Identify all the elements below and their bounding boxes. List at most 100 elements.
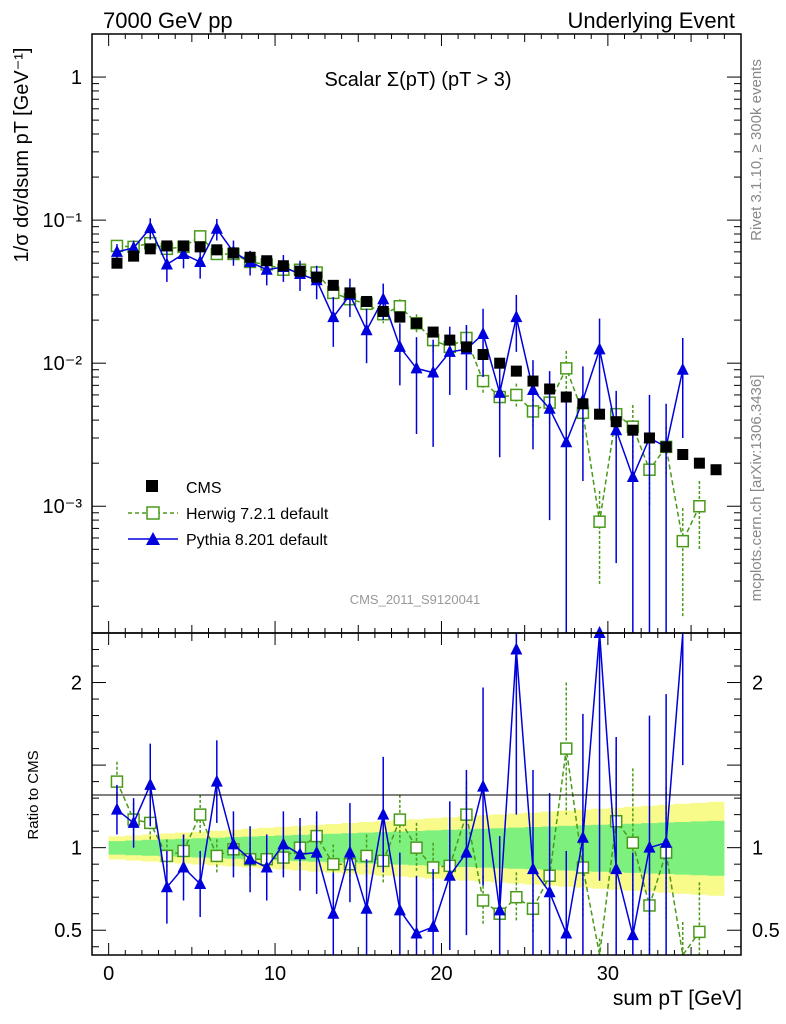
pythia-point xyxy=(443,344,456,357)
y-tick-label-main: 10⁻² xyxy=(43,353,83,375)
cms-point xyxy=(643,432,655,444)
y-tick-label-main: 10⁻¹ xyxy=(43,210,83,232)
herwig-ratio-point xyxy=(410,841,423,854)
data-series xyxy=(110,218,722,957)
pythia-point xyxy=(676,362,689,375)
cms-point xyxy=(627,424,639,436)
herwig-ratio-line xyxy=(116,748,701,957)
pythia-point xyxy=(160,257,173,270)
y-tick-label-ratio: 2 xyxy=(71,673,82,695)
ratio-panel-frame xyxy=(91,632,742,956)
pythia-point xyxy=(260,262,273,275)
pythia-ratio-point xyxy=(244,852,257,865)
cms-point xyxy=(277,260,289,272)
herwig-point xyxy=(476,374,490,388)
cms-point xyxy=(660,441,672,453)
cms-point xyxy=(411,317,422,329)
pythia-ratio-point xyxy=(377,807,390,820)
pythia-point xyxy=(360,323,373,336)
cms-point xyxy=(377,305,389,317)
herwig-ratio-point xyxy=(210,849,224,863)
cms-point xyxy=(111,257,123,269)
herwig-ratio-point xyxy=(693,925,706,939)
pythia-ratio-point xyxy=(510,642,523,655)
herwig-ratio-point xyxy=(327,857,340,871)
herwig-ratio-point xyxy=(626,836,640,849)
herwig-point xyxy=(393,300,407,313)
cms-point xyxy=(444,334,456,346)
y-tick-label-ratio-right: 0.5 xyxy=(752,920,780,942)
x-tick-label: 10 xyxy=(264,963,286,985)
pythia-point xyxy=(477,326,490,339)
cms-point xyxy=(460,341,472,353)
pythia-ratio-point xyxy=(593,626,606,638)
y-tick-label-main: 10⁻³ xyxy=(43,496,83,518)
herwig-ratio-point xyxy=(193,808,207,821)
cms-point xyxy=(227,247,239,259)
cms-point xyxy=(294,265,306,277)
pythia-ratio-point xyxy=(194,876,207,889)
cms-point xyxy=(594,408,606,420)
pythia-point xyxy=(543,401,556,414)
pythia-ratio-point xyxy=(493,903,506,916)
rivet-version-label: Rivet 3.1.10, ≥ 300k events xyxy=(748,59,765,241)
herwig-point xyxy=(593,515,606,528)
pythia-ratio-point xyxy=(227,837,240,850)
pythia-point xyxy=(144,221,157,234)
cms-point xyxy=(477,348,489,360)
pythia-point xyxy=(393,339,406,352)
herwig-ratio-point xyxy=(476,894,490,907)
pythia-ratio-point xyxy=(127,815,140,828)
herwig-ratio-point xyxy=(510,890,523,904)
pythia-ratio-point xyxy=(626,928,639,941)
pythia-ratio-point xyxy=(410,926,423,939)
cms-point xyxy=(427,326,439,338)
herwig-ratio-point xyxy=(560,742,573,755)
y-axis-label-main: 1/σ dσ/dsum pT [GeV⁻¹] xyxy=(11,48,33,263)
y-axis-label-ratio: Ratio to CMS xyxy=(25,750,42,839)
herwig-point xyxy=(693,499,706,513)
pythia-ratio-point xyxy=(643,840,656,853)
mcplots-source-label: mcplots.cern.ch [arXiv:1306.3436] xyxy=(748,375,765,602)
pythia-ratio-point xyxy=(327,906,340,919)
herwig-ratio-point xyxy=(393,813,407,826)
pythia-ratio-point xyxy=(427,919,440,932)
cms-point xyxy=(344,287,356,299)
legend-marker-herwig xyxy=(146,506,160,520)
cms-point xyxy=(693,457,705,469)
pythia-point xyxy=(210,221,223,234)
pythia-point xyxy=(593,342,606,355)
pythia-ratio-point xyxy=(526,862,539,875)
cms-point xyxy=(211,244,223,256)
pythia-ratio-point xyxy=(543,885,556,898)
pythia-point xyxy=(510,310,523,323)
pythia-ratio-point xyxy=(160,880,173,893)
process-label: Underlying Event xyxy=(567,8,735,33)
cms-point xyxy=(178,240,190,252)
pythia-point xyxy=(410,361,423,374)
cms-point xyxy=(261,255,273,267)
cms-point xyxy=(144,243,156,255)
pythia-point xyxy=(610,423,623,436)
pythia-ratio-point xyxy=(576,830,589,843)
pythia-ratio-point xyxy=(177,860,190,873)
pythia-point xyxy=(194,254,207,267)
pythia-ratio-point xyxy=(294,847,307,860)
pythia-point xyxy=(427,365,440,378)
legend-marker-pythia xyxy=(146,532,160,545)
pythia-point xyxy=(377,292,390,305)
pythia-ratio-point xyxy=(343,845,356,858)
herwig-point xyxy=(676,534,690,548)
analysis-tag: CMS_2011_S9120041 xyxy=(350,592,481,607)
cms-point xyxy=(244,251,256,263)
x-axis-label: sum pT [GeV] xyxy=(613,987,742,1010)
cms-point xyxy=(327,279,339,291)
pythia-point xyxy=(177,246,190,259)
pythia-point xyxy=(327,310,340,323)
cms-point xyxy=(610,416,622,428)
axes-ticks: 0 10 20 30 1 10⁻¹ 10⁻² 10⁻³ 0.5 0.5 1 1 2 2 xyxy=(43,33,780,985)
cms-point xyxy=(394,311,406,323)
plot-title: Scalar Σ(pT) (pT > 3) xyxy=(324,69,511,91)
cms-point xyxy=(710,464,722,476)
cms-point xyxy=(311,271,323,283)
